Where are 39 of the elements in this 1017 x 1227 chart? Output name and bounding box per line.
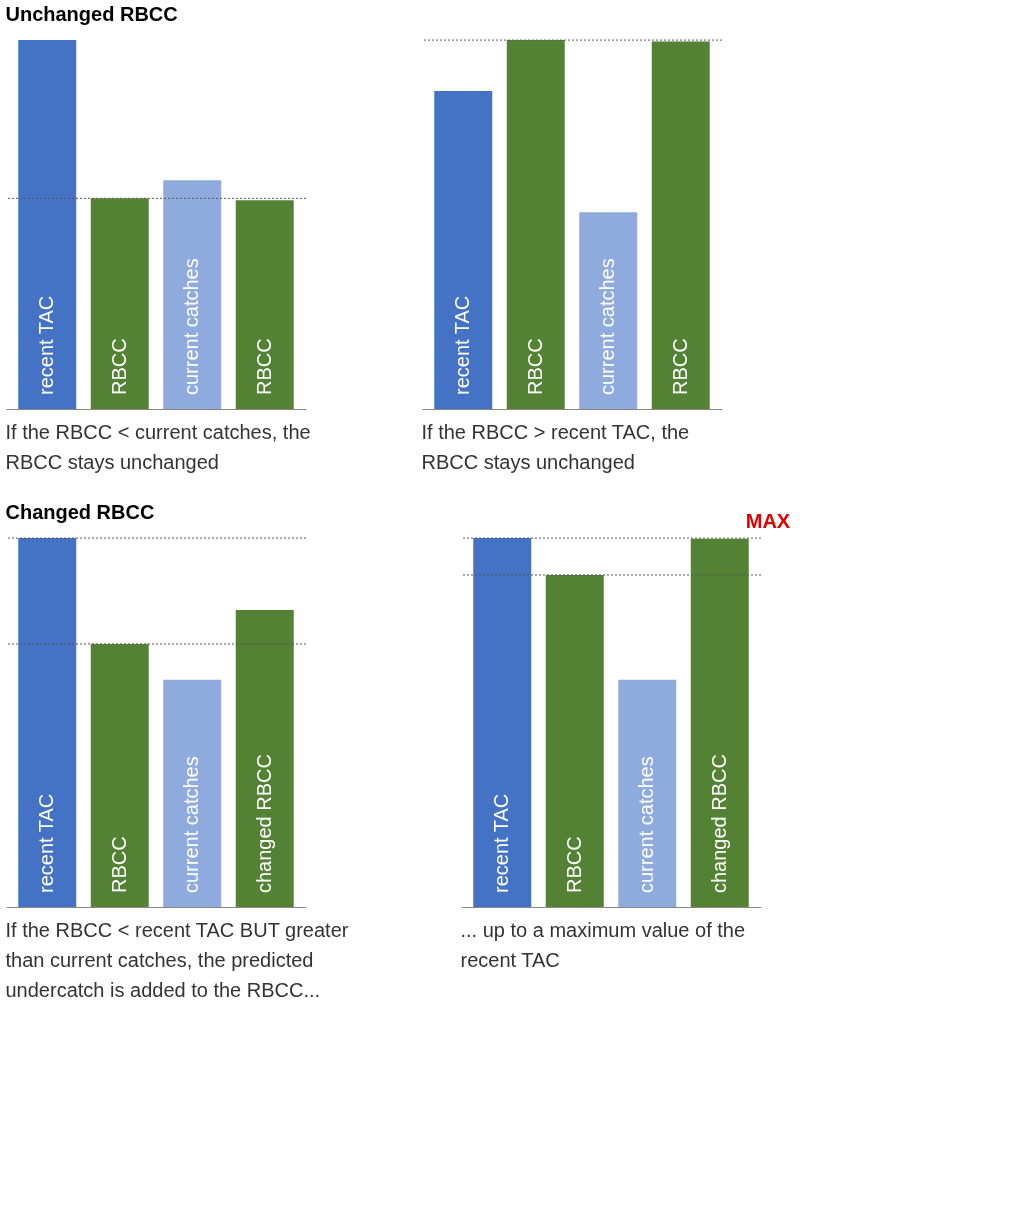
x-tick-label: RBCC — [562, 836, 585, 893]
bar — [235, 200, 294, 409]
bar — [90, 643, 149, 907]
text: If the RBCC < current catches, the RBCC stays unchanged — [5, 421, 311, 473]
bar — [473, 538, 532, 907]
bar — [90, 198, 149, 409]
x-tick-label: RBCC — [252, 338, 275, 395]
x-tick-label: RBCC — [107, 836, 130, 893]
bar — [545, 574, 604, 907]
x-tick-label: recent TAC — [490, 793, 513, 893]
bar — [18, 538, 77, 907]
bar — [506, 40, 565, 409]
text: If the RBCC < recent TAC BUT greater than current catches, the predicted undercatch is added to the RBCC... — [5, 919, 349, 1001]
bar — [651, 41, 710, 409]
bar — [163, 180, 222, 409]
bar — [618, 679, 677, 907]
chart-title: Unchanged RBCC — [5, 3, 178, 25]
x-tick-label: current catches — [635, 756, 658, 893]
bar — [163, 679, 222, 907]
x-tick-label: current catches — [180, 756, 203, 893]
bar — [235, 610, 294, 907]
chart-title: Changed RBCC — [5, 501, 155, 523]
annotation: MAX — [745, 510, 791, 533]
x-tick-label: changed RBCC — [707, 754, 730, 893]
x-tick-label: current catches — [180, 258, 203, 395]
x-tick-label: current catches — [596, 258, 619, 395]
bar — [579, 212, 638, 409]
x-tick-label: changed RBCC — [252, 754, 275, 893]
text: ... up to a maximum value of the recent TAC — [460, 919, 746, 971]
x-tick-label: recent TAC — [35, 295, 58, 395]
x-tick-label: recent TAC — [35, 793, 58, 893]
x-tick-label: RBCC — [523, 338, 546, 395]
bar — [434, 90, 493, 409]
x-tick-label: RBCC — [668, 338, 691, 395]
text: If the RBCC > recent TAC, the RBCC stays unchanged — [421, 421, 690, 473]
bar — [690, 538, 749, 907]
x-tick-label: RBCC — [107, 338, 130, 395]
bar — [18, 40, 77, 409]
x-tick-label: recent TAC — [451, 295, 474, 395]
